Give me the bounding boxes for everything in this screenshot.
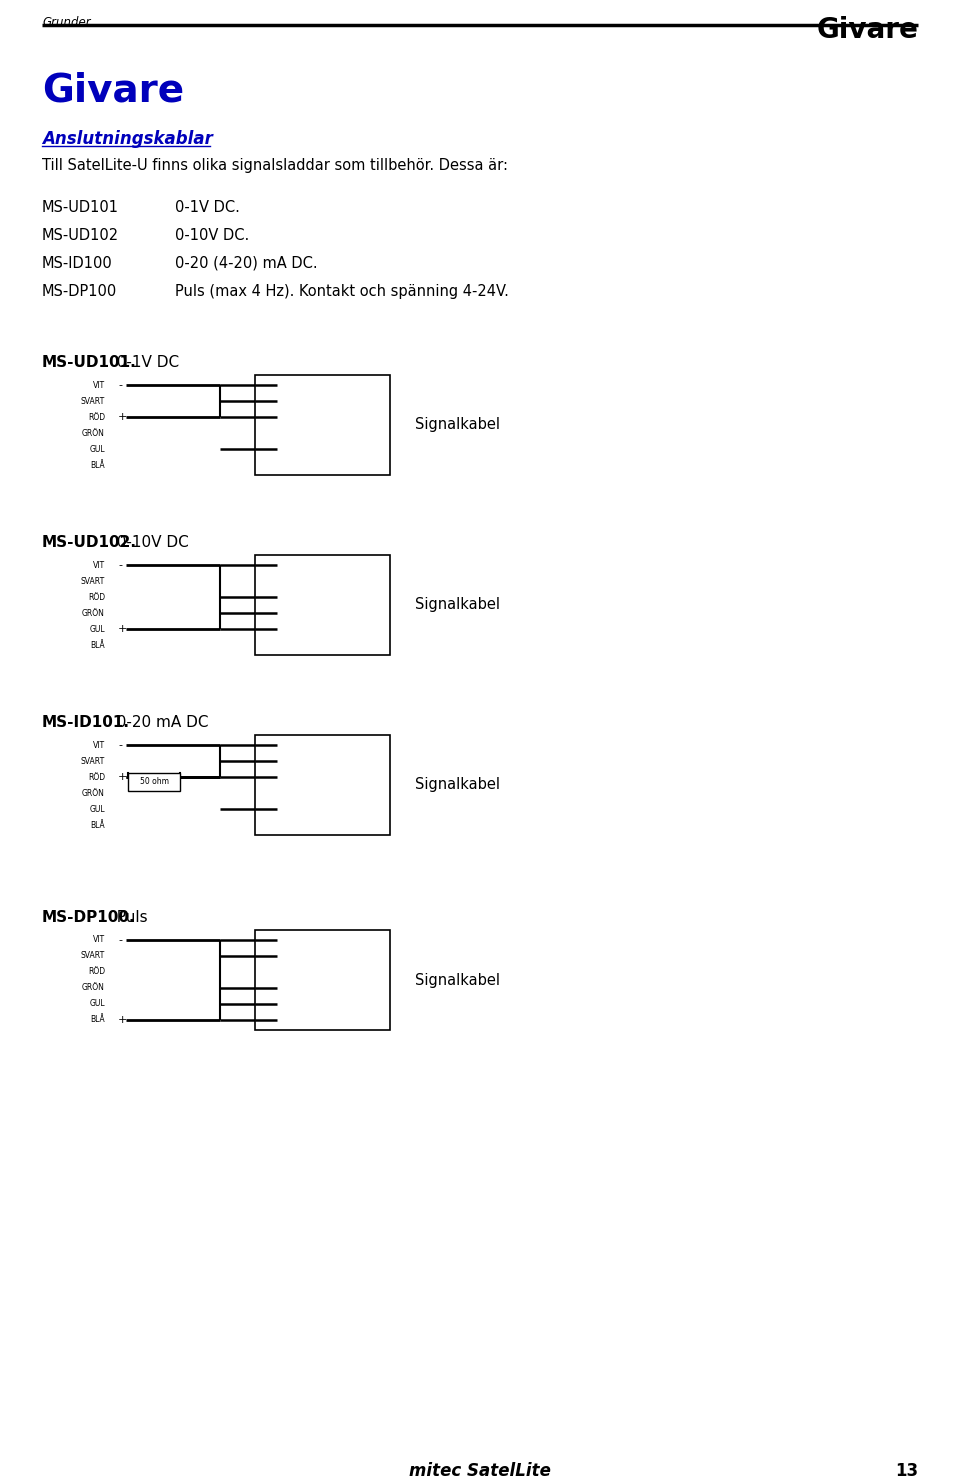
Text: +: +	[118, 624, 128, 634]
Text: 0-1V DC: 0-1V DC	[107, 355, 179, 370]
Text: Signalkabel: Signalkabel	[415, 973, 500, 988]
Text: RÖD: RÖD	[88, 773, 105, 782]
Text: MS-ID101.: MS-ID101.	[42, 715, 130, 730]
Text: -: -	[118, 740, 122, 749]
Text: Anslutningskablar: Anslutningskablar	[42, 130, 213, 148]
Text: Givare: Givare	[816, 16, 918, 44]
Text: -: -	[118, 381, 122, 390]
Text: Signalkabel: Signalkabel	[415, 778, 500, 792]
Text: -: -	[118, 560, 122, 570]
Text: GUL: GUL	[89, 1000, 105, 1009]
Text: GUL: GUL	[89, 444, 105, 453]
Text: 0-1V DC.: 0-1V DC.	[175, 200, 240, 215]
Bar	[255, 736, 390, 835]
Text: +: +	[118, 412, 128, 422]
Text: VIT: VIT	[93, 740, 105, 749]
Bar	[255, 555, 390, 655]
Bar	[255, 375, 390, 474]
Text: +: +	[118, 1014, 128, 1025]
Text: SVART: SVART	[81, 951, 105, 961]
Text: GRÖN: GRÖN	[83, 983, 105, 992]
Text: mitec SatelLite: mitec SatelLite	[409, 1462, 551, 1480]
Bar	[255, 930, 390, 1029]
Text: 0-10V DC: 0-10V DC	[107, 535, 188, 549]
Text: Puls (max 4 Hz). Kontakt och spänning 4-24V.: Puls (max 4 Hz). Kontakt och spänning 4-…	[175, 284, 509, 299]
Text: MS-DP100.: MS-DP100.	[42, 909, 135, 926]
Text: Signalkabel: Signalkabel	[415, 597, 500, 613]
Text: VIT: VIT	[93, 936, 105, 945]
Text: SVART: SVART	[81, 576, 105, 585]
Bar	[128, 773, 180, 791]
Text: 0-20 (4-20) mA DC.: 0-20 (4-20) mA DC.	[175, 256, 318, 271]
Text: 0-10V DC.: 0-10V DC.	[175, 228, 250, 243]
Text: Till SatelLite-U finns olika signalsladdar som tillbehör. Dessa är:: Till SatelLite-U finns olika signalsladd…	[42, 158, 508, 173]
Text: GUL: GUL	[89, 804, 105, 813]
Text: GRÖN: GRÖN	[83, 609, 105, 618]
Text: 13: 13	[895, 1462, 918, 1480]
Text: MS-UD102.: MS-UD102.	[42, 535, 137, 549]
Text: Puls: Puls	[107, 909, 148, 926]
Text: Grunder: Grunder	[42, 16, 90, 30]
Text: MS-UD101: MS-UD101	[42, 200, 119, 215]
Text: 50 ohm: 50 ohm	[139, 778, 169, 786]
Text: GUL: GUL	[89, 625, 105, 634]
Text: GRÖN: GRÖN	[83, 428, 105, 437]
Text: Signalkabel: Signalkabel	[415, 418, 500, 432]
Text: BLÅ: BLÅ	[90, 820, 105, 829]
Text: 0-20 mA DC: 0-20 mA DC	[107, 715, 208, 730]
Text: SVART: SVART	[81, 397, 105, 406]
Text: RÖD: RÖD	[88, 413, 105, 422]
Text: SVART: SVART	[81, 757, 105, 766]
Text: GRÖN: GRÖN	[83, 788, 105, 797]
Text: RÖD: RÖD	[88, 967, 105, 976]
Text: BLÅ: BLÅ	[90, 640, 105, 650]
Text: Givare: Givare	[42, 73, 184, 110]
Text: MS-UD101.: MS-UD101.	[42, 355, 136, 370]
Text: +: +	[118, 772, 128, 782]
Text: -: -	[118, 935, 122, 945]
Text: BLÅ: BLÅ	[90, 1016, 105, 1025]
Text: VIT: VIT	[93, 560, 105, 570]
Text: MS-UD102: MS-UD102	[42, 228, 119, 243]
Text: MS-DP100: MS-DP100	[42, 284, 117, 299]
Text: BLÅ: BLÅ	[90, 461, 105, 469]
Text: RÖD: RÖD	[88, 592, 105, 601]
Text: MS-ID100: MS-ID100	[42, 256, 112, 271]
Text: VIT: VIT	[93, 381, 105, 390]
